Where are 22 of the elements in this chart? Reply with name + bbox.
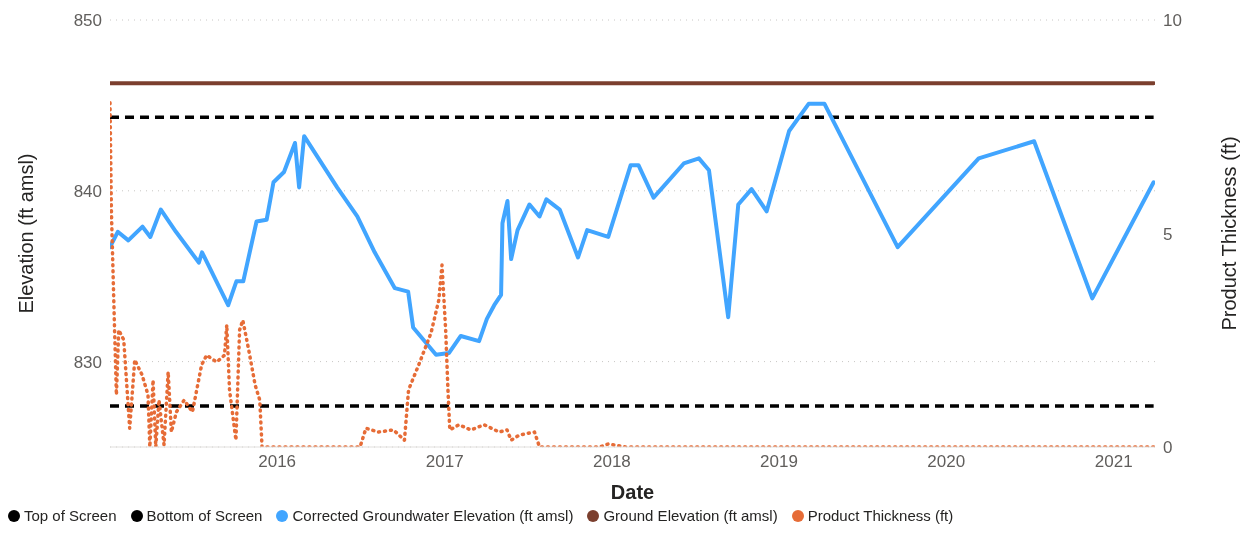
legend-label: Bottom of Screen: [146, 507, 263, 524]
x-tick-label: 2018: [592, 452, 631, 472]
y-tick-label: 830: [73, 352, 102, 372]
x-tick-label: 2020: [927, 452, 966, 472]
line-series: [110, 101, 1155, 357]
legend-label: Corrected Groundwater Elevation (ft amsl): [292, 507, 574, 524]
x-axis-title: Date: [610, 481, 655, 503]
y2-tick-label: 10: [1163, 11, 1182, 31]
x-tick-label: 2017: [425, 452, 464, 472]
legend-label: Top of Screen: [24, 507, 117, 524]
x-tick-label: 2019: [760, 452, 798, 472]
x-tick-label: 2021: [1094, 452, 1133, 472]
legend-label: Product Thickness (ft): [807, 507, 954, 524]
y-tick-label: 840: [73, 181, 102, 201]
y2-tick-label: 5: [1163, 224, 1173, 244]
y-axis-title: Elevation (ft amsl): [15, 153, 38, 314]
y2-tick-label: 0: [1163, 438, 1173, 458]
x-tick-label: 2016: [258, 452, 297, 472]
legend-label: Ground Elevation (ft amsl): [603, 507, 778, 524]
y2-axis-title: Product Thickness (ft): [1218, 136, 1241, 331]
line-series: [110, 101, 1155, 447]
y-tick-label: 850: [73, 11, 102, 31]
